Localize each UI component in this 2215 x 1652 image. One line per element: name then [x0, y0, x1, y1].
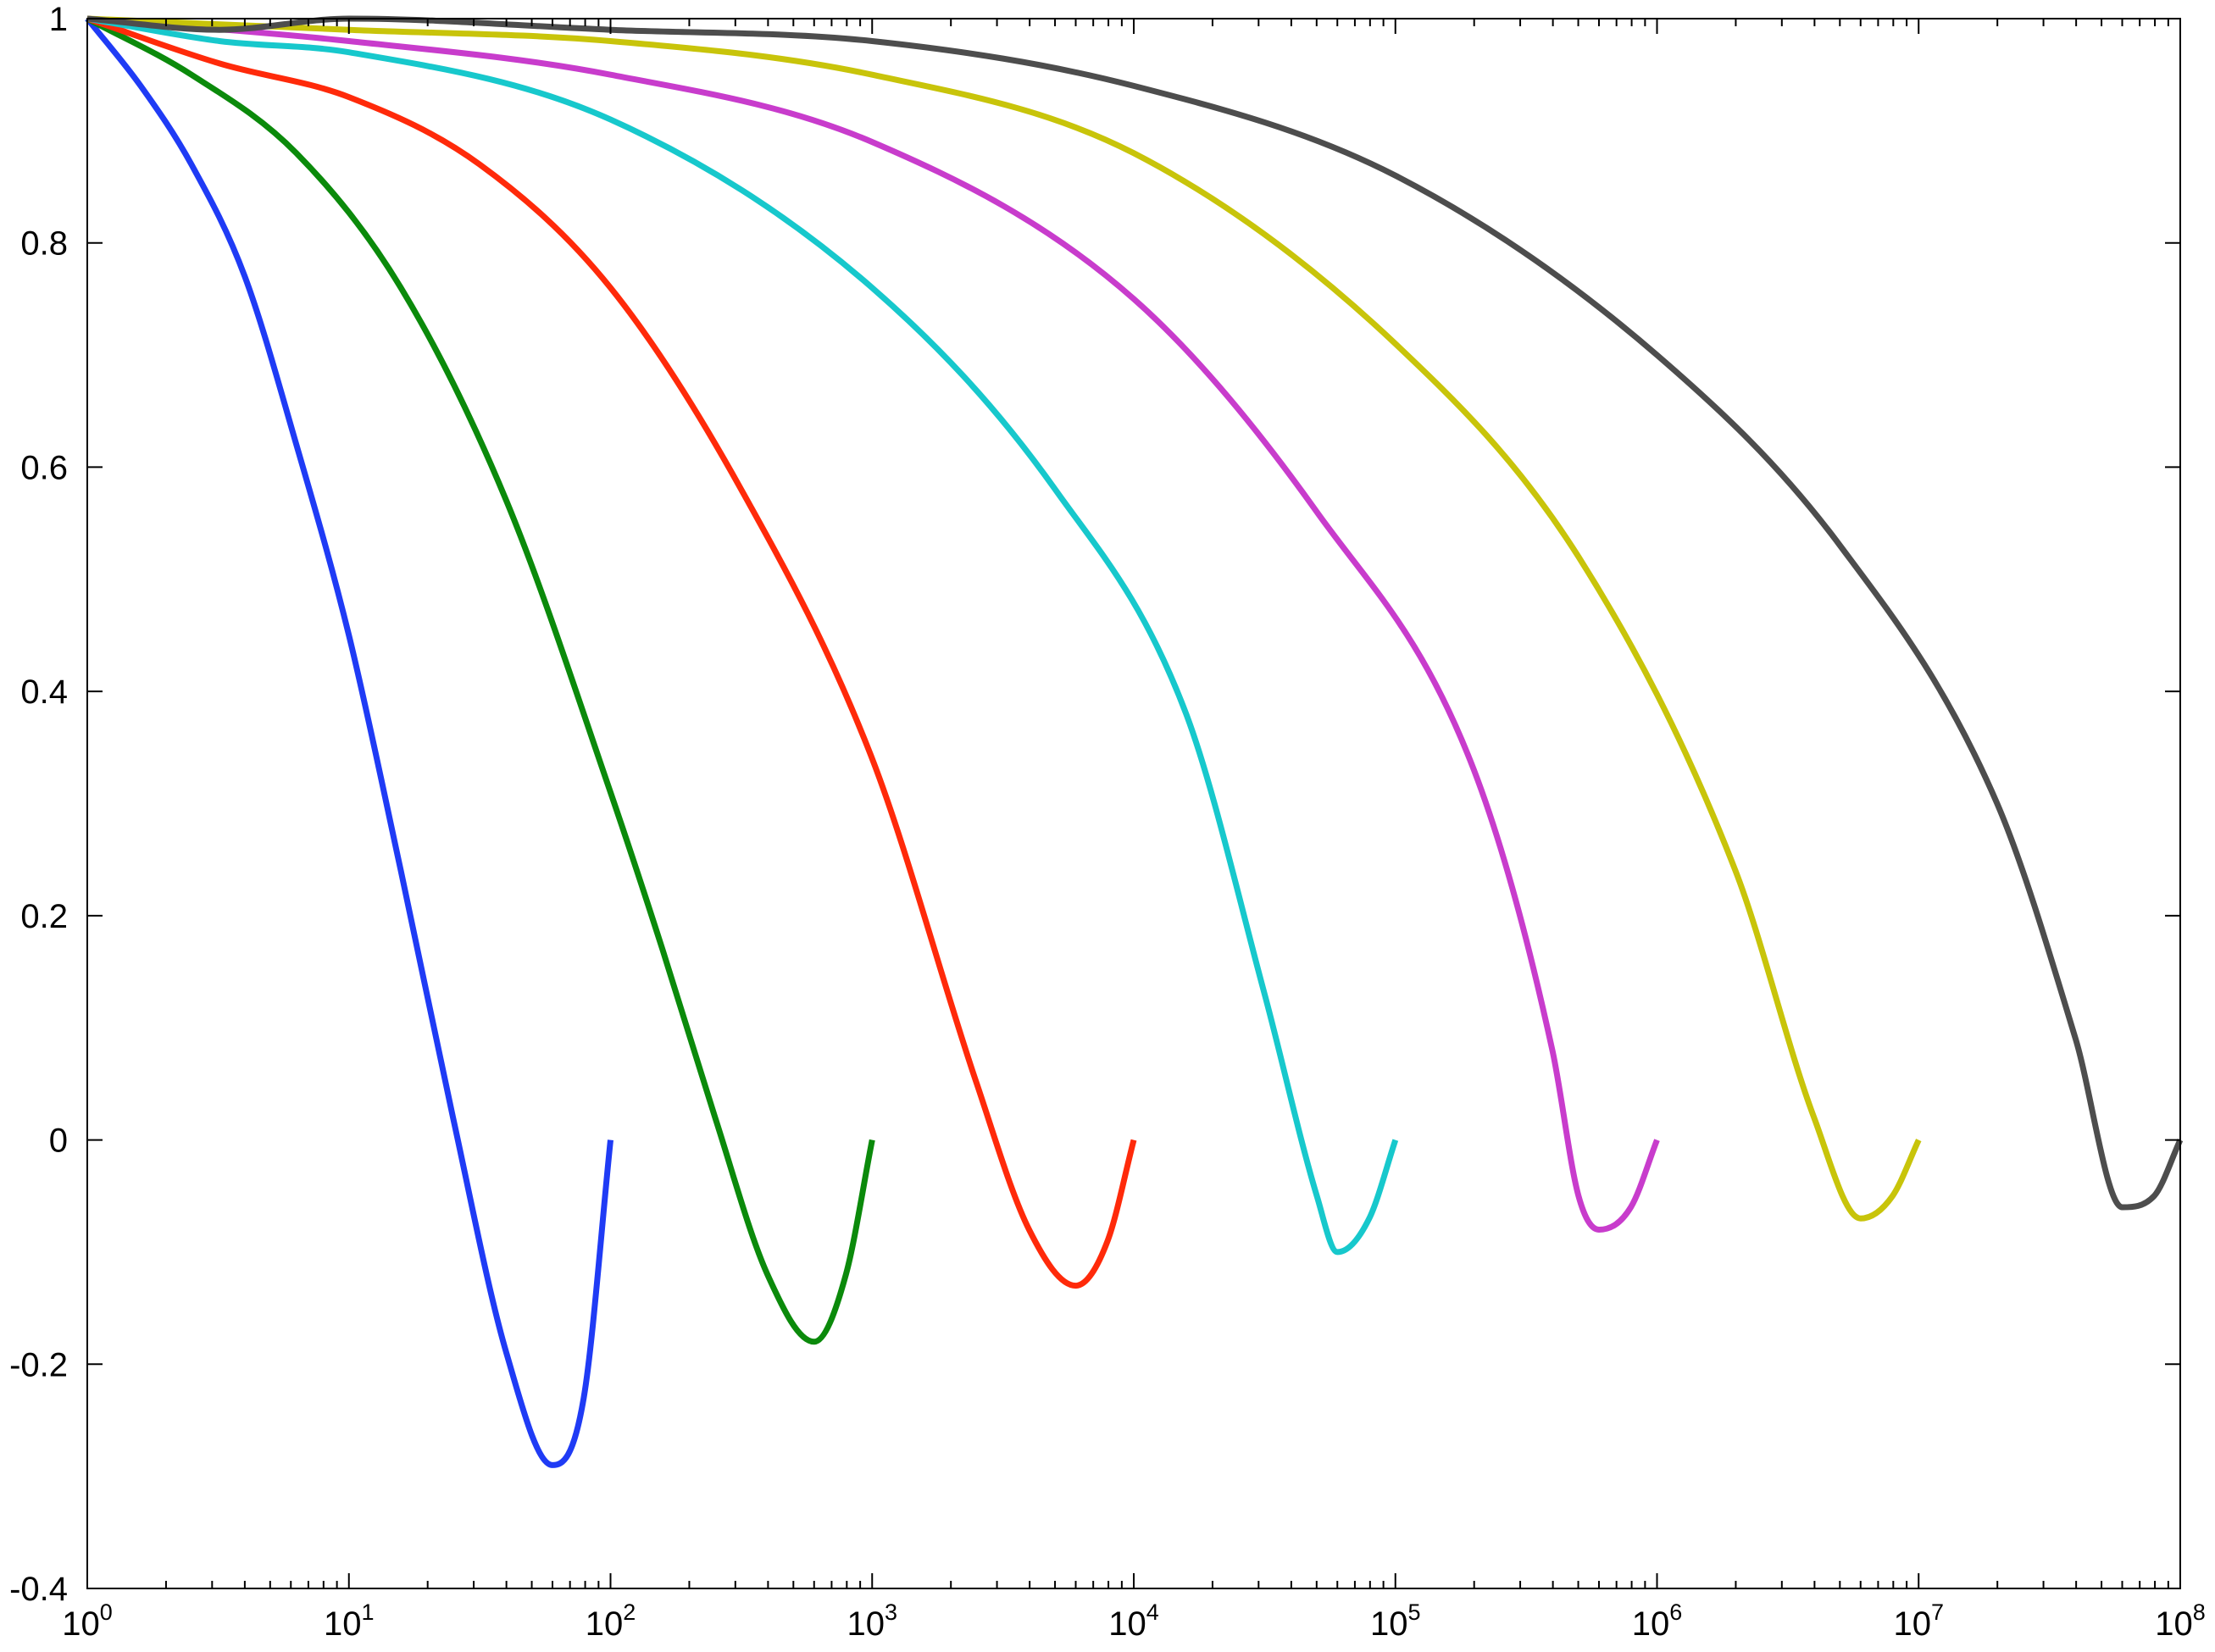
series-line-3	[86, 15, 1137, 1289]
tick-layer	[87, 19, 2180, 1588]
series-line-6	[86, 15, 1922, 1222]
series-line-1	[85, 16, 613, 1468]
x-tick-label: 108	[2155, 1599, 2206, 1643]
y-tick-label: 0.6	[20, 449, 68, 486]
y-tick-label: 0	[49, 1123, 68, 1160]
x-tick-label: 106	[1632, 1599, 1683, 1643]
y-tick-label: 0.8	[20, 225, 68, 263]
series-line-2	[86, 15, 875, 1345]
y-tick-labels: -0.4 -0.2 0 0.2 0.4 0.6 0.8 1	[9, 1, 68, 1608]
x-tick-label: 102	[586, 1599, 636, 1643]
x-tick-label: 103	[847, 1599, 897, 1643]
x-tick-label: 100	[62, 1599, 113, 1643]
plot-frame	[86, 18, 2181, 1589]
y-tick-label: 0.2	[20, 898, 68, 935]
y-tick-label: -0.4	[9, 1571, 68, 1608]
x-tick-label: 101	[324, 1599, 375, 1643]
y-tick-label: 0.4	[20, 674, 68, 711]
y-tick-label: -0.2	[9, 1346, 68, 1383]
series-layer	[85, 15, 2184, 1468]
y-tick-label: 1	[49, 1, 68, 38]
series-line-7	[86, 15, 2184, 1211]
x-tick-labels: 100 101 102 103 104 105 106 107 108	[62, 1599, 2206, 1643]
x-tick-label: 104	[1108, 1599, 1159, 1643]
series-line-5	[86, 15, 1660, 1233]
x-tick-label: 107	[1893, 1599, 1944, 1643]
series-line-4	[86, 15, 1399, 1256]
x-tick-label: 105	[1370, 1599, 1421, 1643]
